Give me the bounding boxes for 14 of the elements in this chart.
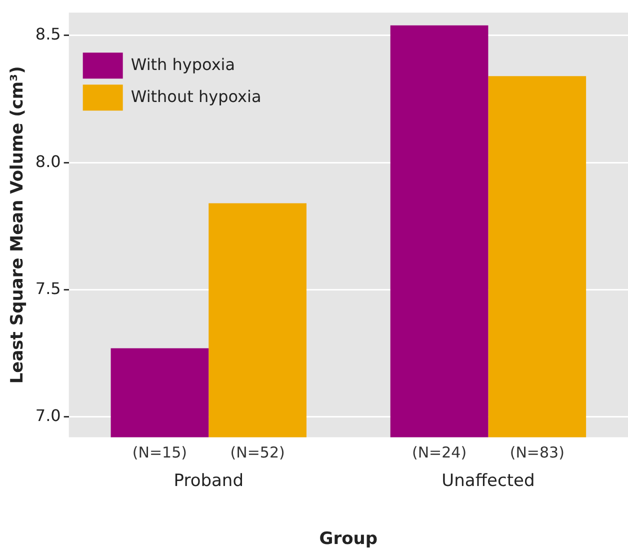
annotation: (N=52)	[230, 444, 285, 462]
annotation: (N=83)	[510, 444, 564, 462]
x-axis-title: Group	[319, 529, 378, 550]
x-tick-label: Proband	[174, 470, 244, 491]
y-axis-title: Least Square Mean Volume (cm³)	[8, 66, 28, 384]
y-tick-label: 7.5	[35, 278, 61, 298]
legend-label: With hypoxia	[130, 54, 236, 74]
annotation: (N=15)	[132, 444, 188, 462]
y-tick-label: 7.0	[35, 406, 61, 426]
y-tick-label: 8.5	[35, 24, 61, 44]
annotation: (N=24)	[412, 444, 467, 462]
x-tick-label: Unaffected	[442, 470, 535, 491]
legend-label: Without hypoxia	[130, 86, 262, 106]
y-tick-label: 8.0	[35, 152, 61, 171]
